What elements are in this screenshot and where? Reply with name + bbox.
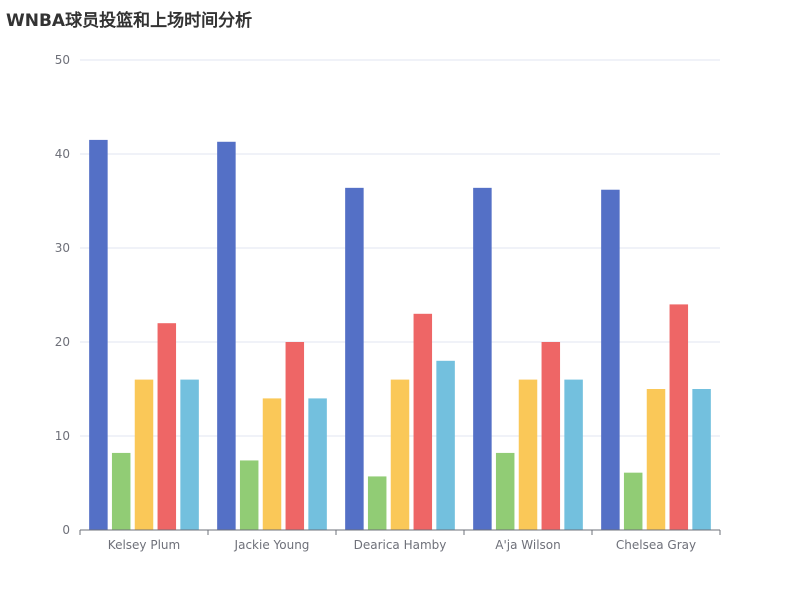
x-axis [79,529,721,535]
y-tick-label: 30 [55,241,70,255]
bar [518,379,538,530]
chart-title: WNBA球员投篮和上场时间分析 [6,11,253,31]
bar [473,187,492,530]
bar [601,189,620,530]
bar [111,452,131,530]
y-tick-label: 40 [55,147,70,161]
bar [564,379,583,530]
x-tick-label: A'ja Wilson [495,538,560,552]
bar [367,476,387,530]
bar [180,379,199,530]
y-axis-tick-labels: 0 10 20 30 40 50 [55,53,70,537]
bar [217,141,236,530]
x-tick-label: Dearica Hamby [354,538,447,552]
bar [623,472,643,530]
bar [134,379,154,530]
bar [669,304,689,530]
bar [157,323,177,530]
bar [239,460,259,530]
x-tick-label: Kelsey Plum [108,538,180,552]
x-tick-label: Jackie Young [234,538,310,552]
bar [541,342,561,530]
y-tick-label: 10 [55,429,70,443]
bar [345,187,364,530]
y-tick-label: 20 [55,335,70,349]
bar [413,313,433,530]
y-tick-label: 0 [62,523,70,537]
y-tick-label: 50 [55,53,70,67]
bar [646,389,666,530]
bars [89,139,711,530]
bar [692,389,711,530]
bar [436,360,455,530]
bar [285,342,305,530]
bar [308,398,327,530]
bar [262,398,282,530]
bar [495,452,515,530]
x-tick-label: Chelsea Gray [616,538,696,552]
bar [89,139,108,530]
bar [390,379,410,530]
x-axis-tick-labels: Kelsey Plum Jackie Young Dearica Hamby A'ja… [108,538,696,552]
